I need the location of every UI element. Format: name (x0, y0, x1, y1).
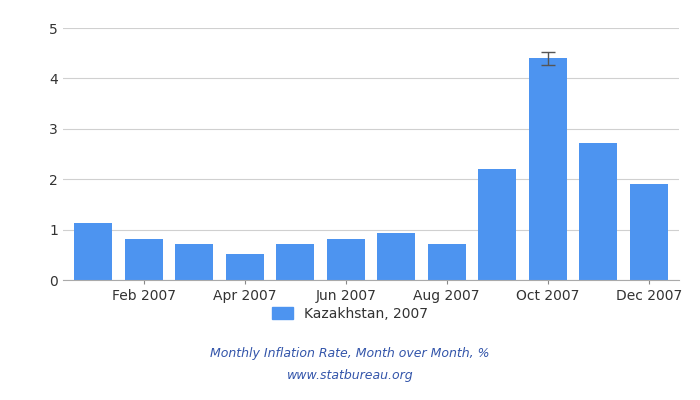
Bar (226, 254, 264, 280)
Bar (276, 244, 314, 280)
Bar (125, 239, 162, 280)
Bar (528, 58, 567, 280)
Bar (327, 239, 365, 280)
Bar (630, 184, 668, 280)
Bar (428, 244, 466, 280)
Bar (580, 144, 617, 280)
Legend: Kazakhstan, 2007: Kazakhstan, 2007 (267, 301, 433, 326)
Bar (175, 244, 214, 280)
Text: Monthly Inflation Rate, Month over Month, %: Monthly Inflation Rate, Month over Month… (210, 348, 490, 360)
Bar (377, 233, 415, 280)
Text: www.statbureau.org: www.statbureau.org (287, 370, 413, 382)
Bar (74, 223, 112, 280)
Bar (478, 169, 516, 280)
